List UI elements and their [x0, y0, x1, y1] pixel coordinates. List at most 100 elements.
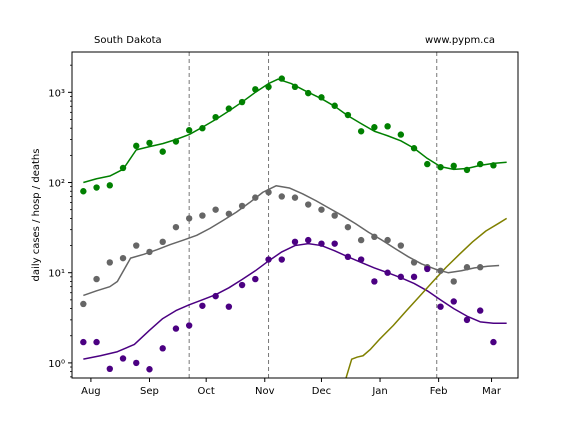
data-point	[291, 238, 299, 246]
series-line-3	[83, 78, 507, 184]
x-tick-label: Aug	[81, 386, 101, 397]
data-point	[265, 189, 272, 196]
lines-group	[83, 78, 508, 378]
data-point	[437, 267, 444, 274]
data-point	[278, 75, 285, 82]
data-point	[318, 94, 325, 101]
series-line-6	[345, 217, 508, 378]
data-point	[172, 138, 180, 145]
data-point	[265, 256, 272, 263]
data-point	[305, 236, 312, 244]
data-point	[199, 125, 206, 132]
data-point	[225, 105, 233, 112]
data-point	[357, 256, 365, 263]
data-point	[490, 162, 497, 169]
data-point	[331, 212, 338, 219]
data-point	[463, 264, 471, 271]
x-tick-label: Nov	[255, 386, 275, 397]
data-point	[133, 359, 140, 367]
data-point	[80, 300, 87, 308]
y-axis-label: daily cases / hosp / deaths	[31, 149, 42, 282]
data-point	[397, 273, 405, 281]
data-point	[344, 111, 352, 119]
data-point	[305, 89, 312, 97]
plot-frame	[71, 51, 519, 379]
data-point	[159, 238, 166, 246]
data-point	[185, 127, 193, 134]
data-point	[252, 194, 259, 201]
data-point	[424, 160, 431, 168]
data-point	[410, 273, 418, 281]
y-tick-label: 10³	[48, 88, 65, 99]
data-point	[344, 253, 352, 261]
data-point	[238, 281, 246, 289]
data-point	[106, 182, 113, 189]
data-point	[93, 275, 100, 283]
data-point	[119, 254, 127, 262]
data-point	[424, 265, 431, 273]
data-point	[291, 194, 299, 201]
data-point	[318, 240, 325, 247]
data-point	[212, 113, 219, 121]
data-point	[106, 365, 113, 373]
data-point	[146, 248, 153, 256]
data-point	[318, 206, 325, 213]
data-point	[477, 307, 484, 314]
data-point	[93, 338, 100, 346]
chart-header-left: South Dakota	[94, 35, 162, 46]
data-point	[119, 164, 127, 172]
data-point	[212, 206, 219, 213]
data-point	[146, 139, 153, 147]
data-point	[238, 202, 246, 210]
series-layer	[80, 75, 508, 378]
data-point	[305, 201, 312, 208]
data-point	[278, 256, 285, 263]
y-tick-label: 10¹	[48, 269, 65, 280]
data-point	[450, 278, 457, 285]
data-point	[384, 123, 391, 130]
data-point	[371, 233, 378, 241]
data-point	[291, 83, 299, 91]
data-point	[437, 163, 444, 171]
data-point	[172, 223, 180, 231]
data-point	[477, 264, 484, 271]
data-point	[199, 302, 206, 309]
data-point	[159, 345, 166, 352]
data-point	[463, 166, 471, 174]
data-point	[185, 215, 193, 222]
data-point	[384, 269, 391, 276]
data-point	[357, 236, 365, 244]
grid-layer	[188, 52, 438, 378]
data-point	[450, 298, 457, 305]
y-tick-label: 10⁰	[48, 359, 65, 370]
data-point	[185, 322, 193, 329]
data-point	[252, 275, 259, 283]
data-point	[93, 184, 100, 191]
data-point	[410, 145, 418, 152]
data-point	[159, 148, 166, 155]
data-point	[371, 278, 378, 285]
data-point	[252, 86, 259, 93]
data-point	[133, 242, 140, 249]
y-tick-label: 10²	[48, 179, 65, 190]
data-point	[80, 188, 87, 195]
data-point	[265, 83, 272, 91]
x-tick-label: Dec	[312, 386, 331, 397]
data-point	[331, 102, 338, 109]
data-point	[331, 240, 338, 247]
x-tick-label: Sep	[140, 386, 159, 397]
data-point	[384, 236, 391, 244]
data-point	[490, 338, 497, 346]
data-point	[212, 292, 219, 300]
data-point	[225, 210, 233, 217]
data-point	[397, 131, 405, 138]
data-point	[238, 98, 246, 106]
data-point	[172, 325, 180, 332]
data-point	[410, 259, 418, 266]
points-group	[80, 75, 497, 373]
data-point	[477, 160, 484, 168]
data-point	[450, 162, 457, 170]
data-point	[133, 142, 140, 150]
data-point	[199, 212, 206, 219]
